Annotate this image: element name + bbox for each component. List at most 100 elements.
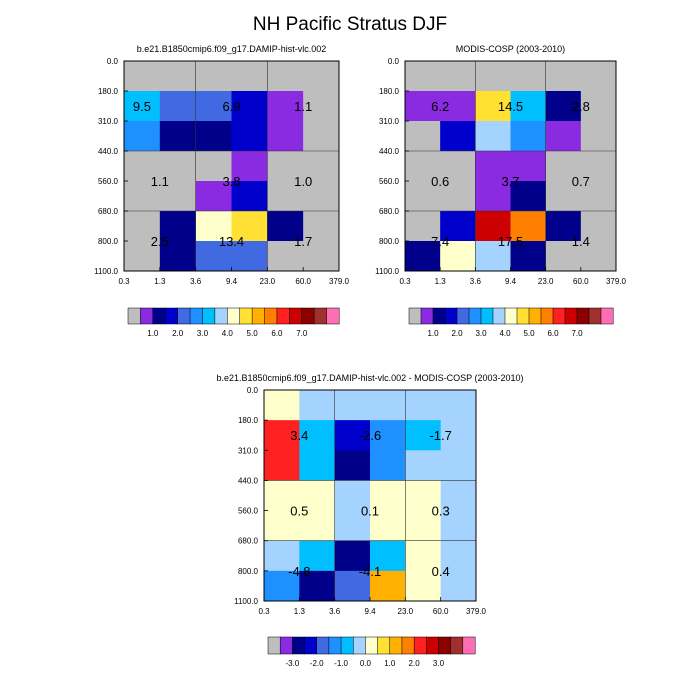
heatmap-cell (334, 540, 371, 572)
cell-value-label: -4.8 (288, 564, 310, 579)
heatmap-cell (303, 241, 340, 272)
panel-title: b.e21.B1850cmip6.f09_g17.DAMIP-hist-vlc.… (217, 373, 524, 383)
heatmap-cell (334, 450, 371, 481)
heatmap-cell (195, 151, 232, 182)
heatmap-cell (195, 121, 232, 152)
colorbar-label: 4.0 (222, 329, 234, 338)
cell-value-label: 3.7 (501, 174, 519, 189)
heatmap-cell (440, 121, 476, 152)
x-tick-label: 3.6 (470, 277, 482, 286)
x-tick-label: 23.0 (260, 277, 276, 286)
y-tick-label: 0.0 (247, 386, 259, 395)
heatmap-cell (267, 91, 304, 122)
cell-value-label: 1.1 (151, 174, 169, 189)
heatmap-cell (510, 61, 546, 92)
cell-value-label: -2.6 (359, 428, 381, 443)
colorbar-swatch (152, 307, 166, 325)
colorbar-swatch (413, 636, 427, 655)
heatmap-cell (267, 151, 304, 182)
colorbar-label: 6.0 (547, 329, 559, 338)
colorbar-label: 1.0 (427, 329, 439, 338)
heatmap-cell (475, 211, 511, 242)
heatmap-cell (267, 181, 304, 212)
heatmap-cell (475, 241, 511, 272)
heatmap-cell (405, 390, 441, 421)
panel-title: MODIS-COSP (2003-2010) (456, 44, 565, 54)
heatmap-cell (545, 91, 582, 122)
heatmap-cell (195, 181, 232, 212)
heatmap-cell (440, 241, 476, 272)
cell-value-label: 0.7 (572, 174, 590, 189)
heatmap-cell (264, 450, 300, 481)
y-tick-label: 440.0 (238, 476, 259, 485)
heatmap-cell (370, 420, 406, 451)
x-tick-label: 1.3 (154, 277, 166, 286)
heatmap-cell (231, 61, 268, 92)
cell-value-label: 0.6 (431, 174, 449, 189)
colorbar-swatch (202, 307, 216, 325)
y-tick-label: 310.0 (98, 117, 119, 126)
colorbar-swatch (432, 307, 446, 325)
heatmap-cell (299, 390, 335, 421)
colorbar-swatch (227, 307, 241, 325)
heatmap-cell (159, 91, 196, 122)
colorbar-label: 2.0 (409, 659, 421, 668)
y-tick-label: 440.0 (379, 147, 400, 156)
heatmap-cell (510, 121, 546, 152)
colorbar-swatch (456, 307, 470, 325)
heatmap-cell (440, 420, 477, 451)
heatmap-cell (124, 91, 161, 122)
colorbar-swatch (326, 307, 340, 325)
colorbar-swatch (377, 636, 391, 655)
y-tick-label: 560.0 (238, 507, 259, 516)
heatmap-cell (159, 181, 196, 212)
x-tick-label: 23.0 (538, 277, 554, 286)
colorbar-swatch (564, 307, 578, 325)
cell-value-label: 2.8 (572, 99, 590, 114)
x-tick-label: 3.6 (329, 607, 341, 616)
heatmap-cell (267, 121, 304, 152)
figure-title: NH Pacific Stratus DJF (253, 14, 447, 35)
heatmap-cell (545, 241, 582, 272)
cell-value-label: 6.9 (222, 99, 240, 114)
cell-value-label: 1.4 (572, 234, 590, 249)
heatmap-cell (475, 151, 511, 182)
heatmap-cell (195, 241, 232, 272)
x-tick-label: 60.0 (295, 277, 311, 286)
y-tick-label: 800.0 (238, 567, 259, 576)
heatmap-cell (299, 420, 335, 451)
cell-value-label: 17.5 (498, 234, 523, 249)
heatmap-cell (299, 540, 335, 572)
heatmap-cell (545, 151, 582, 182)
heatmap-cell (405, 91, 441, 122)
cell-value-label: 6.2 (431, 99, 449, 114)
heatmap-cell (440, 151, 476, 182)
colorbar-swatch (540, 307, 554, 325)
colorbar-label: 5.0 (247, 329, 259, 338)
heatmap-cell (440, 570, 477, 602)
colorbar-swatch (177, 307, 191, 325)
heatmap-cell (303, 61, 340, 92)
cell-value-label: 1.1 (294, 99, 312, 114)
heatmap-cell (370, 540, 406, 572)
heatmap-cell (405, 241, 441, 272)
heatmap-cell (124, 61, 161, 92)
cell-value-label: 0.4 (432, 564, 450, 579)
colorbar-label: -1.0 (334, 659, 348, 668)
colorbar-swatch (389, 636, 403, 655)
heatmap-cell (580, 241, 617, 272)
heatmap-cell (299, 570, 335, 602)
colorbar-swatch (600, 307, 614, 325)
heatmap-cell (440, 91, 476, 122)
colorbar-swatch (420, 307, 434, 325)
cell-value-label: 7.4 (431, 234, 449, 249)
heatmap-cell (264, 420, 300, 451)
colorbar-label: 3.0 (433, 659, 445, 668)
heatmap-cell (440, 61, 476, 92)
colorbar-swatch (450, 636, 464, 655)
colorbar-swatch (516, 307, 530, 325)
heatmap-cell (405, 450, 441, 481)
colorbar-label: 2.0 (451, 329, 463, 338)
heatmap-cell (475, 91, 511, 122)
colorbar-label: 3.0 (475, 329, 487, 338)
